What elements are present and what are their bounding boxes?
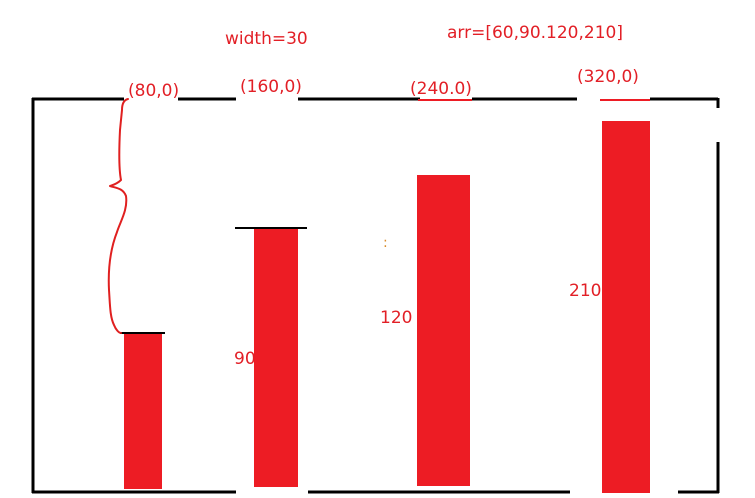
canvas-frame bbox=[31, 97, 720, 494]
coord-label-1: (80,0) bbox=[128, 81, 179, 101]
bar-4-value-label: 210 bbox=[569, 281, 601, 301]
bar-3 bbox=[417, 175, 470, 486]
bar-1 bbox=[124, 333, 162, 489]
stray-mark: : bbox=[383, 235, 388, 251]
bar-2 bbox=[254, 228, 298, 487]
coord-label-4: (320,0) bbox=[577, 67, 639, 87]
bar-2-value-label: 90 bbox=[234, 349, 256, 369]
coord-label-3: (240.0) bbox=[410, 79, 472, 99]
coord-label-2: (160,0) bbox=[240, 77, 302, 97]
bar-4 bbox=[602, 121, 650, 493]
width-note: width=30 bbox=[225, 29, 308, 49]
array-note: arr=[60,90.120,210] bbox=[447, 23, 623, 43]
bar-3-value-label: 120 bbox=[380, 308, 412, 328]
height-brace bbox=[107, 98, 129, 334]
